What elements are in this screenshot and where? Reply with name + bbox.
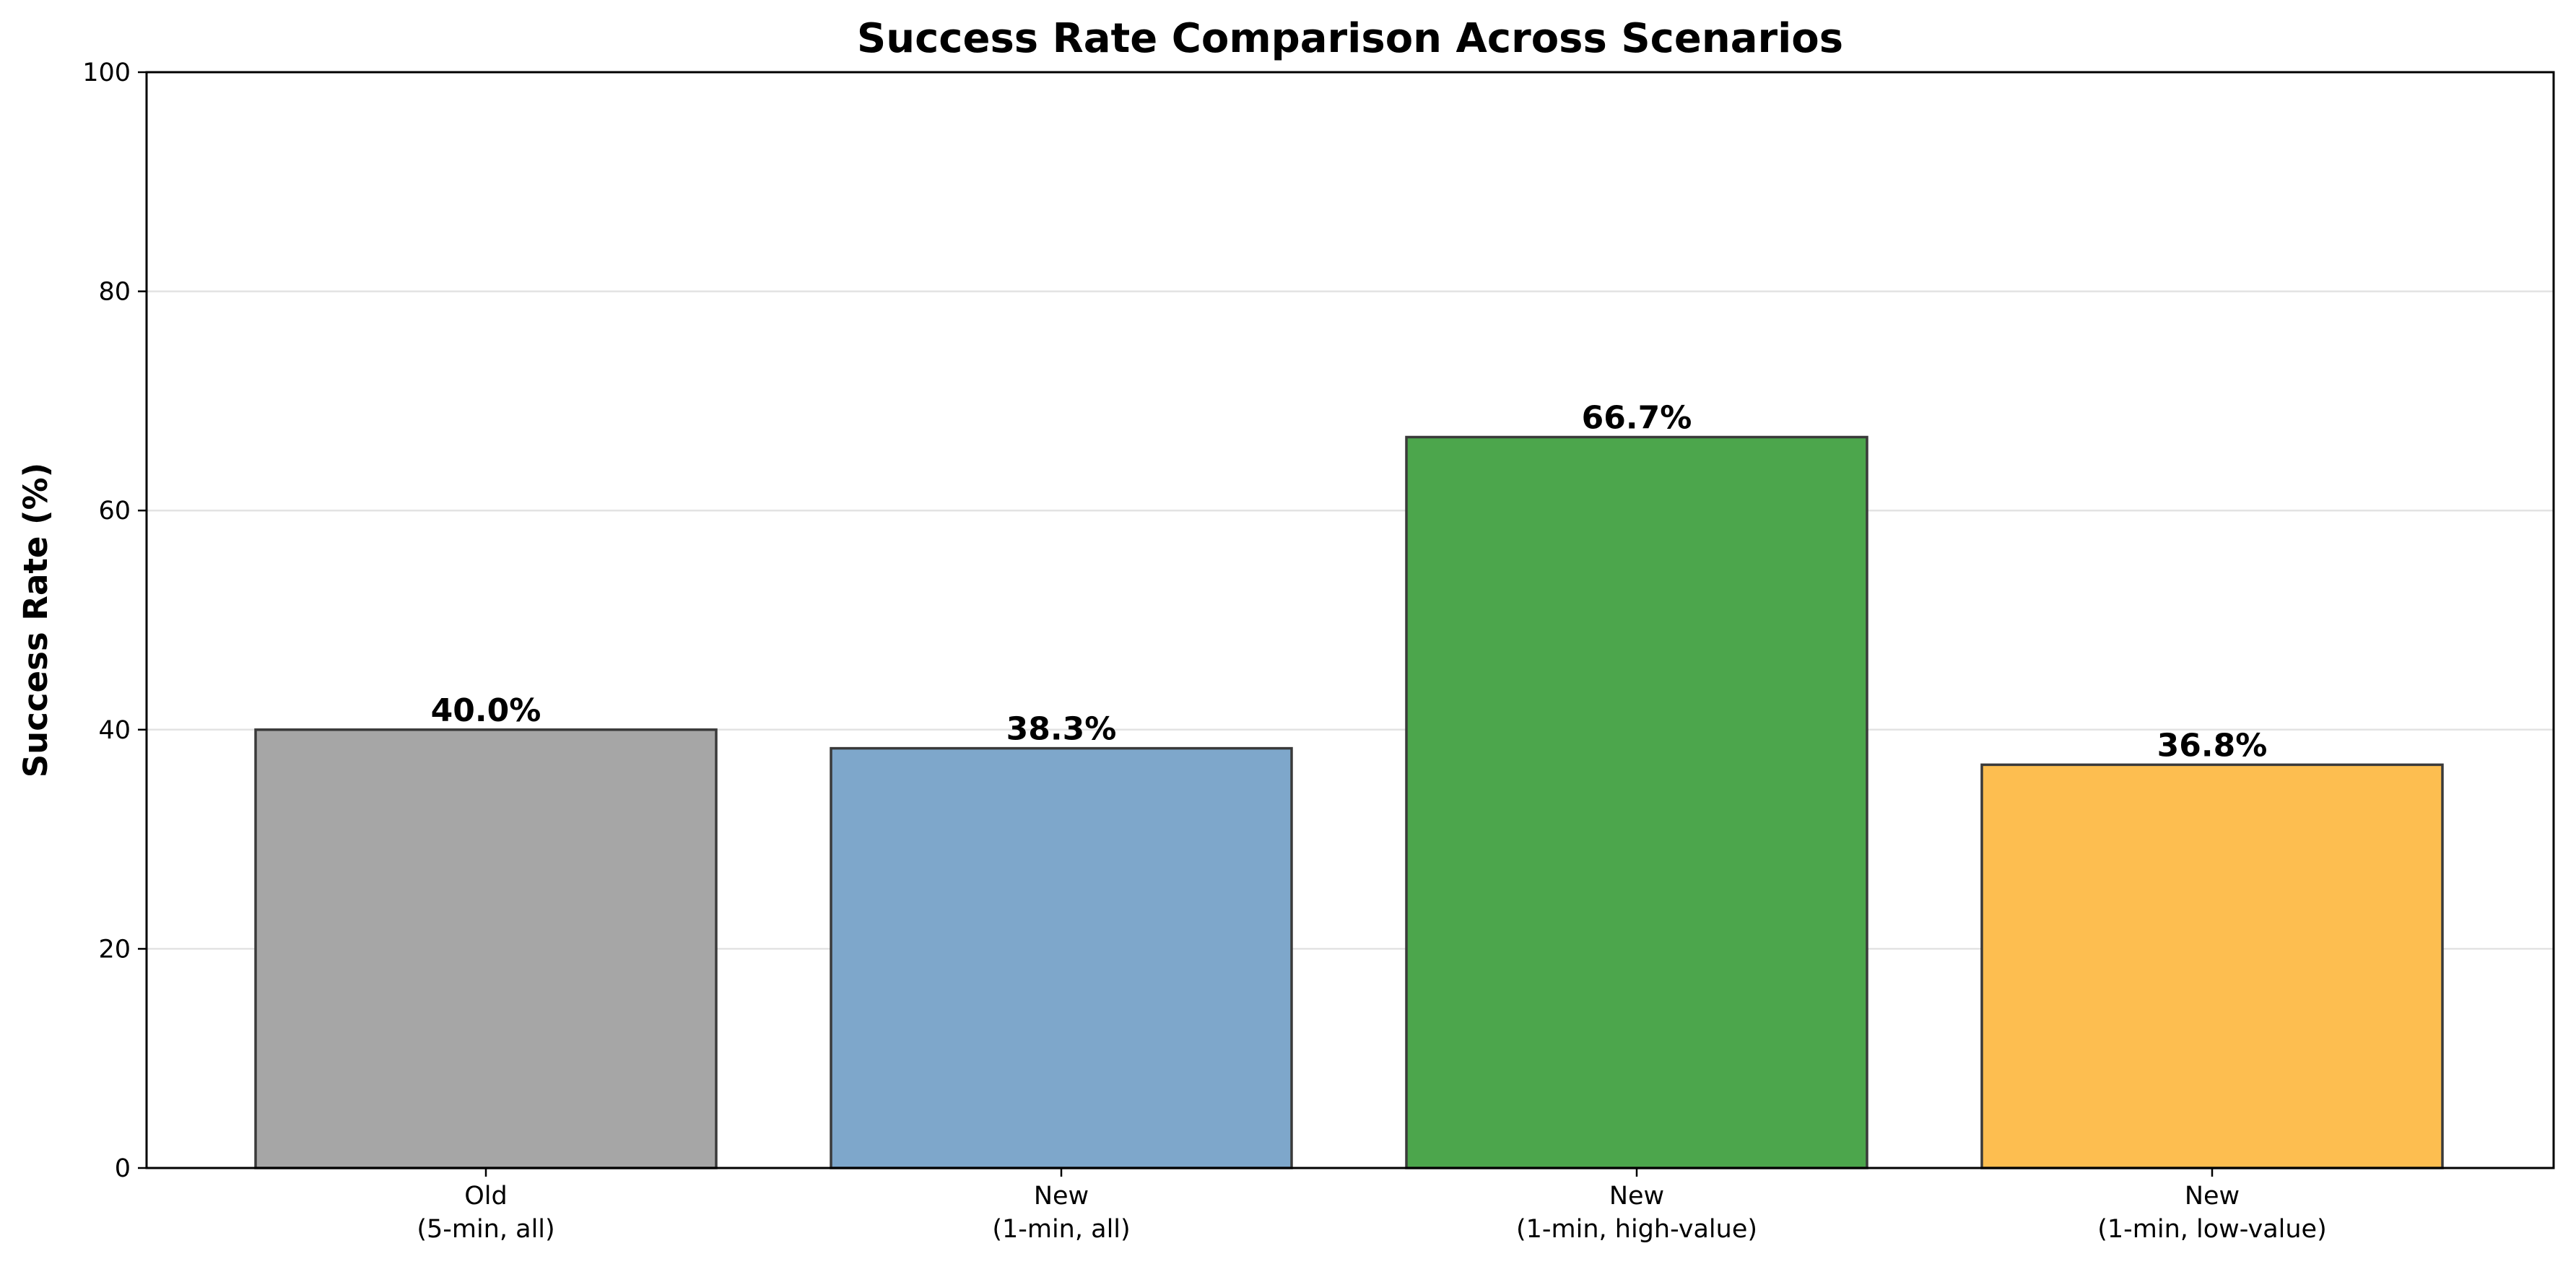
bar xyxy=(830,746,1293,1169)
bar-value-label: 38.3% xyxy=(1006,711,1117,748)
x-tick-label: New xyxy=(2185,1182,2240,1211)
bar xyxy=(254,728,718,1169)
x-ticks: Old (5-min, all) New (1-min, all) New (1-min,… xyxy=(417,1168,2327,1244)
bar xyxy=(1980,763,2444,1169)
y-axis-label: Success Rate (%) xyxy=(17,463,55,778)
y-tick-label: 80 xyxy=(98,278,131,307)
bar-value-label: 66.7% xyxy=(1582,399,1692,436)
value-labels: 40.0% 38.3% 66.7% 36.8% xyxy=(431,399,2268,764)
y-tick-label: 60 xyxy=(98,497,131,526)
bar-value-label: 36.8% xyxy=(2157,727,2268,764)
y-tick-label: 100 xyxy=(82,58,131,87)
y-ticks: 0 20 40 60 80 100 xyxy=(82,58,147,1183)
chart-title: Success Rate Comparison Across Scenarios xyxy=(857,15,1843,62)
bar-value-label: 40.0% xyxy=(431,692,541,729)
bars xyxy=(254,435,2444,1169)
axes-frame xyxy=(145,71,2555,1169)
x-tick-label: (1-min, all) xyxy=(992,1215,1130,1244)
y-tick-label: 20 xyxy=(98,935,131,964)
y-tick-label: 0 xyxy=(115,1154,131,1183)
x-tick-label: (1-min, high-value) xyxy=(1516,1215,1757,1244)
x-tick-label: (1-min, low-value) xyxy=(2097,1215,2327,1244)
bar xyxy=(1405,435,1868,1169)
y-tick-label: 40 xyxy=(98,716,131,745)
x-tick-label: Old xyxy=(464,1182,508,1211)
x-tick-label: New xyxy=(1609,1182,1664,1211)
x-tick-label: (5-min, all) xyxy=(417,1215,554,1244)
x-tick-label: New xyxy=(1034,1182,1089,1211)
